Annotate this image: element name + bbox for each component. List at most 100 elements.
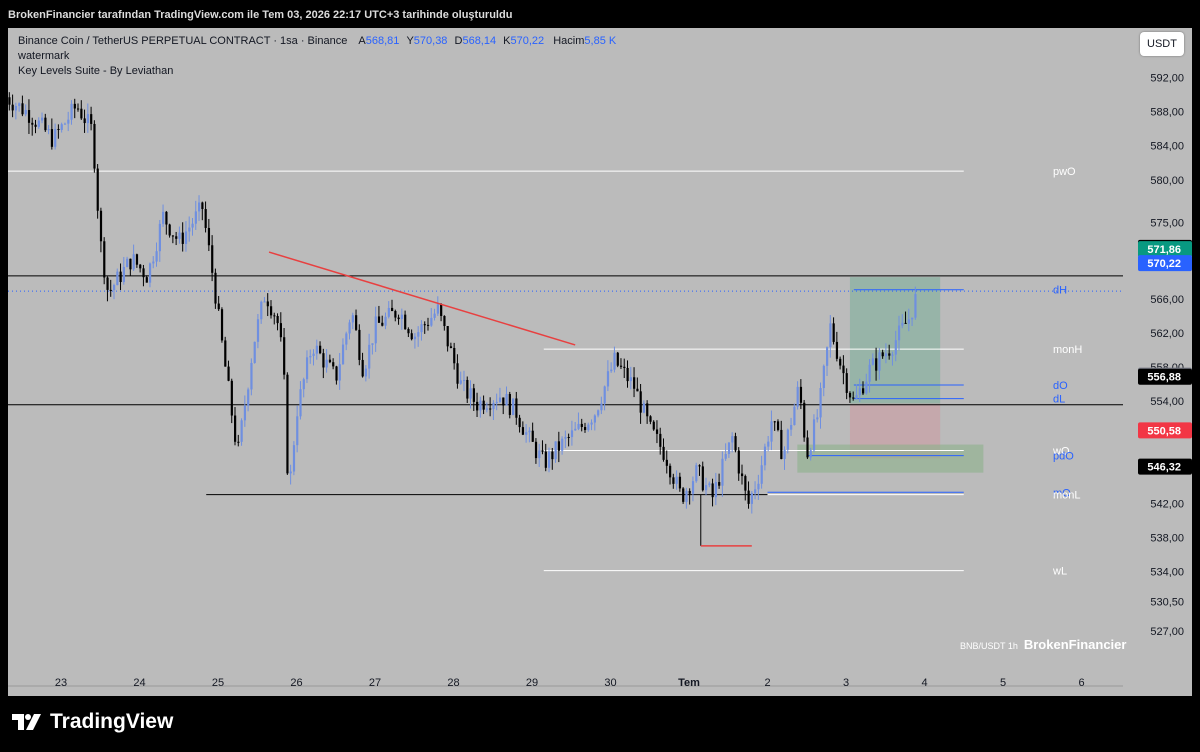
candle xyxy=(41,117,44,121)
tradingview-logo-icon xyxy=(12,714,41,730)
candle xyxy=(158,223,161,252)
candle xyxy=(302,379,305,390)
candle xyxy=(489,408,492,410)
candle xyxy=(819,388,822,418)
candle xyxy=(426,324,430,326)
legend-close-label: K xyxy=(503,35,511,47)
currency-button[interactable]: USDT xyxy=(1140,32,1184,56)
candle xyxy=(485,408,489,410)
legend-indicator-key-levels[interactable]: Key Levels Suite - By Leviathan xyxy=(18,65,174,77)
chart-panel[interactable]: pwO dH monH dO dL wO pdO mO monL wL 592,00 588,00 5… xyxy=(8,28,1192,696)
price-tick-label: 592,00 xyxy=(1150,73,1184,85)
candle xyxy=(148,263,152,283)
candle xyxy=(34,124,37,127)
price-tag-box xyxy=(1138,458,1192,475)
candle xyxy=(806,437,809,458)
candle xyxy=(374,316,377,344)
candle xyxy=(570,430,574,438)
candle xyxy=(96,168,99,211)
candle xyxy=(567,436,570,438)
candle xyxy=(162,211,165,224)
price-axis xyxy=(1123,28,1192,696)
candle xyxy=(796,386,799,407)
candle xyxy=(269,306,273,316)
candle xyxy=(436,304,439,314)
candle xyxy=(472,388,475,402)
level-monL-label: monL xyxy=(1053,490,1081,502)
candle xyxy=(721,458,724,486)
candle xyxy=(27,110,31,123)
candle xyxy=(21,103,24,115)
candle xyxy=(783,449,786,460)
chart-legend: Binance Coin / TetherUS PERPETUAL CONTRA… xyxy=(18,34,616,79)
candle xyxy=(770,421,773,442)
candle xyxy=(698,465,701,467)
tradingview-logo[interactable]: TradingView xyxy=(12,710,173,734)
legend-symbol[interactable]: Binance Coin / TetherUS PERPETUAL CONTRA… xyxy=(18,35,348,47)
level-pwO-label: pwO xyxy=(1053,166,1076,178)
legend-volume-label: Hacim xyxy=(553,35,585,47)
candle xyxy=(878,352,881,371)
candle xyxy=(211,245,214,273)
candle xyxy=(606,371,610,387)
candle xyxy=(237,441,240,443)
candle xyxy=(603,386,606,404)
price-tick-label: 566,00 xyxy=(1150,294,1184,306)
candle xyxy=(848,392,852,398)
candle xyxy=(525,432,528,435)
legend-open-label: A xyxy=(358,35,366,47)
candle xyxy=(708,483,711,486)
candle xyxy=(577,423,580,429)
price-tick-label: 542,00 xyxy=(1150,498,1184,510)
candle xyxy=(230,380,233,416)
candle xyxy=(214,272,217,304)
candle xyxy=(534,441,538,459)
candle xyxy=(198,202,201,212)
candle xyxy=(83,118,86,124)
candle xyxy=(250,362,253,390)
candle xyxy=(289,471,292,474)
candle xyxy=(420,324,423,333)
candle xyxy=(613,352,616,370)
candle xyxy=(639,391,642,413)
watermark-author: BrokenFinancier xyxy=(1023,637,1127,652)
candle xyxy=(119,271,122,283)
candle xyxy=(325,359,328,368)
candle xyxy=(93,123,96,169)
candle xyxy=(881,352,884,357)
candle xyxy=(682,488,685,502)
level-pdO-label: pdO xyxy=(1053,451,1074,463)
candle xyxy=(793,406,796,426)
candle xyxy=(260,301,263,320)
candle xyxy=(822,365,825,389)
candle xyxy=(734,436,737,451)
legend-indicator-watermark[interactable]: watermark xyxy=(18,50,70,62)
candle xyxy=(417,332,420,337)
level-dL-label: dL xyxy=(1053,394,1065,406)
legend-volume-value: 5,85 K xyxy=(584,35,617,47)
candle xyxy=(492,402,495,410)
candle xyxy=(126,258,129,267)
candle xyxy=(440,304,443,316)
candle xyxy=(911,317,914,320)
candle xyxy=(394,311,397,318)
candle xyxy=(469,388,472,399)
candle xyxy=(551,451,554,460)
candle xyxy=(623,366,626,368)
candle xyxy=(479,400,482,411)
candle xyxy=(901,322,904,326)
candle xyxy=(669,465,672,478)
candle xyxy=(132,254,135,270)
candle xyxy=(181,232,184,244)
candle xyxy=(574,428,577,431)
price-tick-label: 588,00 xyxy=(1150,107,1184,119)
candle xyxy=(279,323,282,338)
candle xyxy=(90,114,93,124)
candle xyxy=(112,285,116,291)
tradingview-brand: TradingView xyxy=(50,710,174,733)
gap-box xyxy=(797,444,984,473)
level-wO-label: wO xyxy=(1052,446,1070,458)
price-tag-label: 571,86 xyxy=(1147,244,1181,256)
candle xyxy=(86,114,90,124)
